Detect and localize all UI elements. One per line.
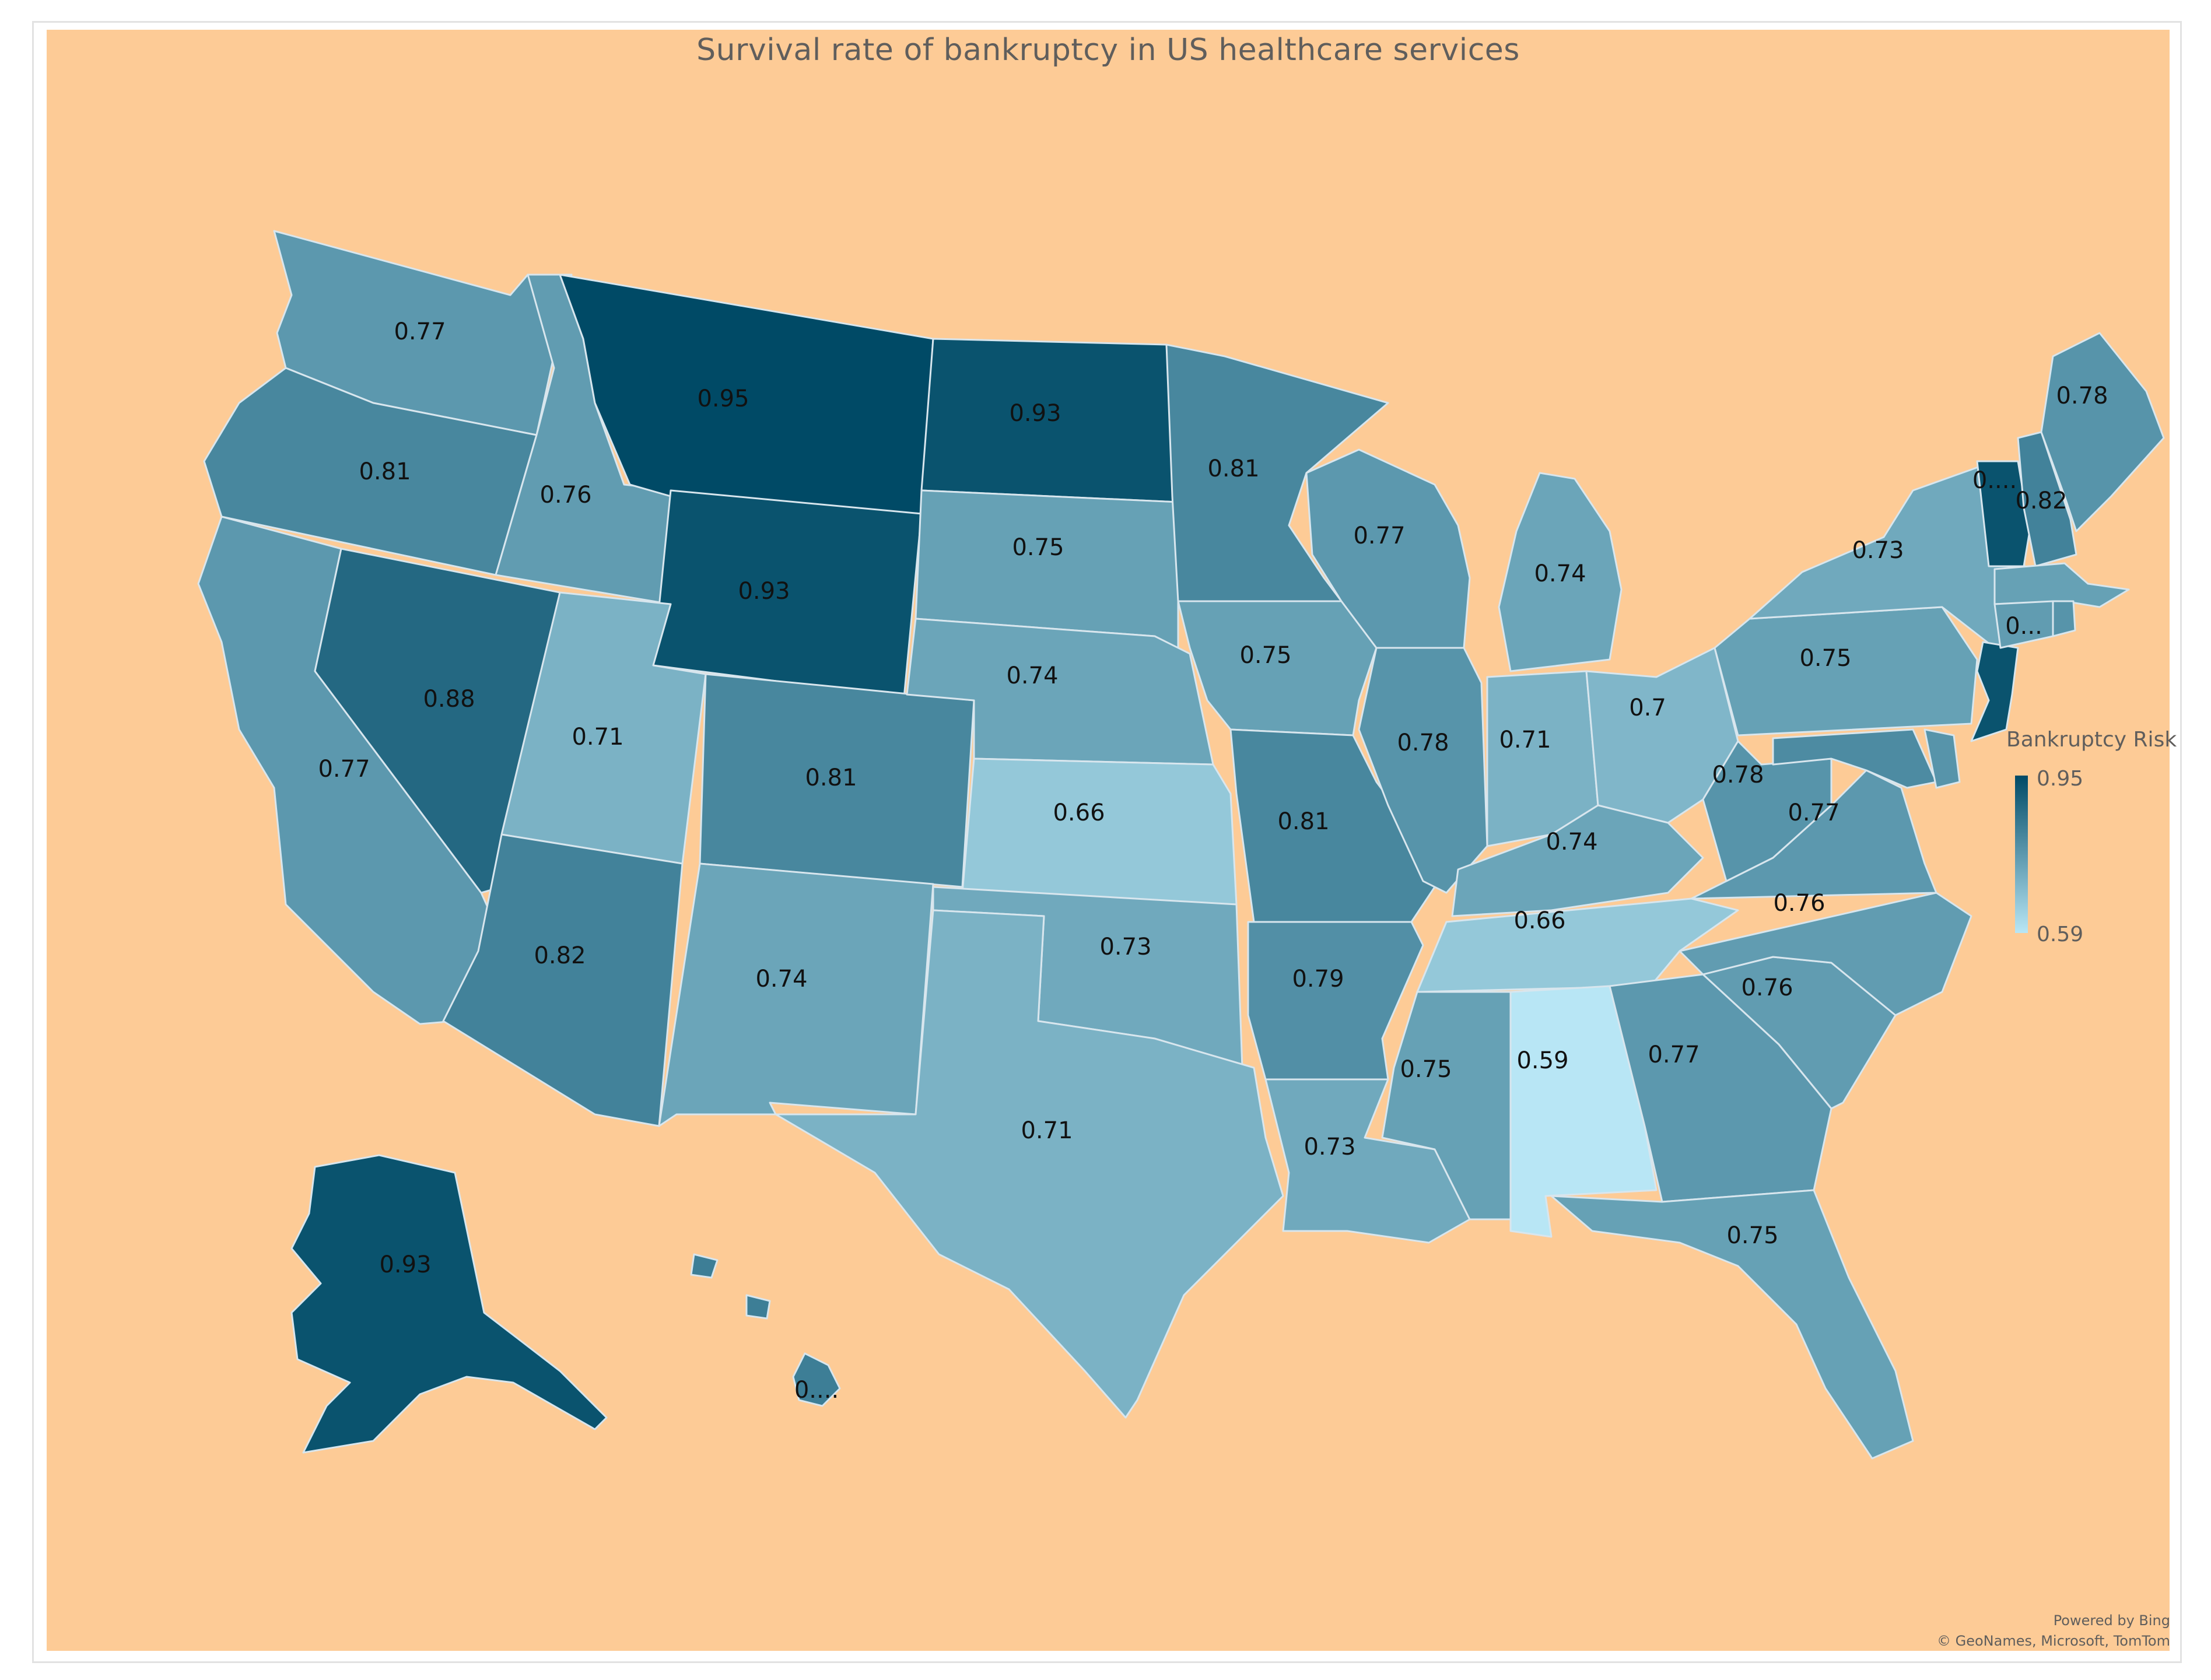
- state-nc[interactable]: [1679, 892, 1972, 1016]
- value-labels: 0.77 0.81 0.77 0.76 0.88 0.95 0.93 0.71 …: [318, 318, 2108, 1404]
- label-hi: 0....: [794, 1377, 839, 1404]
- state-hi-island-3[interactable]: [745, 1294, 771, 1320]
- label-wv: 0.78: [1712, 762, 1764, 788]
- label-ct: 0...: [2005, 613, 2042, 640]
- state-il[interactable]: [1358, 647, 1488, 894]
- state-me[interactable]: [2040, 332, 2165, 532]
- label-mt: 0.95: [697, 385, 749, 412]
- legend-color-scale: [2015, 776, 2028, 933]
- label-wa: 0.77: [394, 318, 446, 345]
- label-nd: 0.93: [1009, 400, 1061, 427]
- state-or[interactable]: [203, 367, 538, 576]
- label-nm: 0.74: [755, 966, 807, 992]
- label-sd: 0.75: [1012, 534, 1064, 561]
- legend-title: Bankruptcy Risk: [2006, 728, 2177, 752]
- label-ne: 0.74: [1006, 662, 1058, 689]
- label-ut: 0.71: [572, 724, 623, 750]
- state-vt[interactable]: [1976, 460, 2031, 567]
- state-mi[interactable]: [1498, 472, 1623, 672]
- label-oh: 0.7: [1629, 695, 1666, 721]
- label-tn: 0.66: [1513, 907, 1565, 934]
- state-ky[interactable]: [1451, 804, 1704, 917]
- state-nj[interactable]: [1970, 641, 2019, 742]
- states-layer: [197, 230, 2165, 1460]
- state-ar[interactable]: [1247, 921, 1424, 1081]
- label-id: 0.76: [539, 482, 591, 508]
- label-me: 0.78: [2056, 383, 2108, 409]
- state-nm[interactable]: [658, 862, 934, 1127]
- label-mo: 0.81: [1277, 808, 1329, 835]
- label-pa: 0.75: [1799, 645, 1851, 672]
- state-mn[interactable]: [1165, 343, 1389, 602]
- label-ms: 0.75: [1400, 1056, 1452, 1083]
- label-az: 0.82: [534, 942, 586, 969]
- attribution-sources: © GeoNames, Microsoft, TomTom: [1936, 1633, 2170, 1649]
- label-ia: 0.75: [1239, 642, 1291, 669]
- label-la: 0.73: [1304, 1134, 1355, 1160]
- label-ga: 0.77: [1648, 1041, 1700, 1068]
- state-ks[interactable]: [961, 757, 1238, 906]
- label-in: 0.71: [1499, 727, 1551, 753]
- label-ky: 0.74: [1546, 829, 1597, 855]
- label-ar: 0.79: [1292, 966, 1344, 992]
- legend-min-value: 0.59: [2037, 923, 2084, 946]
- state-wv[interactable]: [1702, 740, 1832, 882]
- state-fl[interactable]: [1550, 1189, 1914, 1460]
- state-wi[interactable]: [1305, 448, 1471, 649]
- label-fl: 0.75: [1726, 1222, 1778, 1249]
- label-ak: 0.93: [379, 1251, 431, 1278]
- state-md[interactable]: [1772, 728, 1937, 789]
- state-de[interactable]: [1923, 728, 1961, 789]
- choropleth-map[interactable]: 0.77 0.81 0.77 0.76 0.88 0.95 0.93 0.71 …: [47, 30, 2170, 1651]
- state-tx[interactable]: [775, 909, 1284, 1419]
- label-sc: 0.76: [1741, 974, 1793, 1001]
- state-la[interactable]: [1264, 1078, 1471, 1244]
- label-ks: 0.66: [1053, 799, 1105, 826]
- state-hi[interactable]: [792, 1352, 841, 1407]
- label-al: 0.59: [1516, 1047, 1568, 1074]
- state-hi-island-2[interactable]: [690, 1253, 719, 1279]
- state-az[interactable]: [442, 833, 684, 1127]
- label-wy: 0.93: [738, 578, 790, 605]
- label-nv: 0.88: [423, 686, 475, 713]
- legend-max-value: 0.95: [2037, 767, 2084, 791]
- label-nc: 0.76: [1773, 890, 1825, 917]
- label-or: 0.81: [359, 458, 411, 485]
- label-co: 0.81: [805, 764, 857, 791]
- label-nh: 0.82: [2015, 487, 2067, 514]
- label-ca: 0.77: [318, 756, 370, 783]
- label-mn: 0.81: [1207, 455, 1259, 482]
- label-ok: 0.73: [1099, 934, 1151, 960]
- label-va: 0.77: [1788, 799, 1839, 826]
- state-ak[interactable]: [290, 1154, 608, 1454]
- label-vt: 0....: [1972, 467, 2017, 494]
- label-wi: 0.77: [1353, 522, 1405, 549]
- label-il: 0.78: [1397, 729, 1449, 756]
- label-mi: 0.74: [1534, 560, 1586, 587]
- map-title: Survival rate of bankruptcy in US health…: [696, 33, 1520, 68]
- attribution-bing: Powered by Bing: [2053, 1612, 2170, 1629]
- state-ri[interactable]: [2052, 600, 2076, 637]
- label-ny: 0.73: [1852, 537, 1904, 564]
- label-tx: 0.71: [1021, 1117, 1073, 1144]
